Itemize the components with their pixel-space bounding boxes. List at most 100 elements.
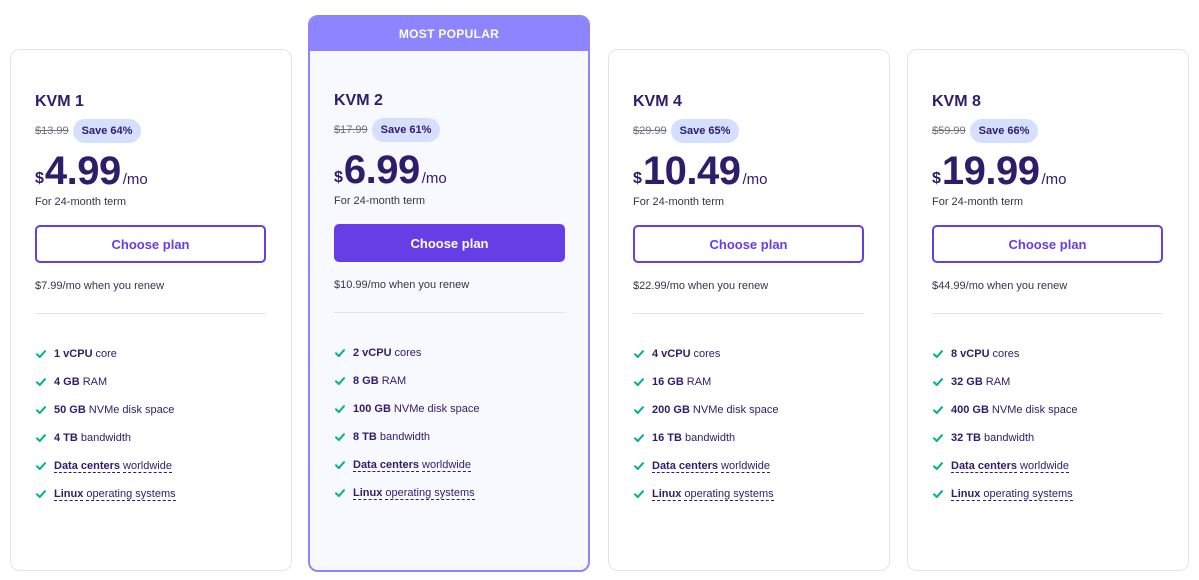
original-price: $17.99 bbox=[334, 124, 368, 136]
divider bbox=[932, 313, 1163, 314]
price: $ 19.99 /mo bbox=[932, 149, 1164, 193]
feature-label: NVMe disk space bbox=[991, 404, 1078, 416]
save-badge: Save 64% bbox=[72, 119, 142, 143]
feature-item: Linux operating systems bbox=[932, 480, 1164, 508]
feature-item: Data centers worldwide bbox=[633, 452, 865, 480]
feature-label: worldwide bbox=[422, 458, 471, 472]
feature-link[interactable]: Data centers bbox=[54, 459, 121, 473]
feature-item: 4 TB bandwidth bbox=[35, 424, 267, 452]
feature-label: RAM bbox=[686, 376, 712, 388]
price-currency: $ bbox=[334, 169, 343, 186]
renew-price-text: $22.99/mo when you renew bbox=[633, 280, 769, 292]
feature-item: Data centers worldwide bbox=[334, 451, 564, 479]
feature-value: 4 TB bbox=[54, 432, 78, 444]
feature-value: 200 GB bbox=[652, 404, 690, 416]
feature-value: 32 GB bbox=[951, 376, 983, 388]
feature-link[interactable]: Data centers bbox=[951, 459, 1018, 473]
check-icon bbox=[933, 434, 943, 442]
choose-plan-button[interactable]: Choose plan bbox=[334, 224, 565, 262]
feature-link[interactable]: Linux bbox=[54, 487, 84, 501]
save-badge: Save 66% bbox=[969, 119, 1039, 143]
choose-plan-button[interactable]: Choose plan bbox=[35, 225, 266, 263]
feature-label: NVMe disk space bbox=[393, 403, 480, 415]
plan-name: KVM 1 bbox=[35, 93, 84, 110]
feature-value: 32 TB bbox=[951, 432, 981, 444]
feature-item: Linux operating systems bbox=[35, 480, 267, 508]
choose-plan-button[interactable]: Choose plan bbox=[633, 225, 864, 263]
feature-item: 100 GB NVMe disk space bbox=[334, 395, 564, 423]
feature-link[interactable]: Linux bbox=[353, 486, 383, 500]
plan-card-kvm-4: KVM 4 $29.99 Save 65% $ 10.49 /mo For 24… bbox=[608, 49, 890, 571]
check-icon bbox=[335, 377, 345, 385]
feature-link[interactable]: Data centers bbox=[353, 458, 420, 472]
check-icon bbox=[36, 378, 46, 386]
check-icon bbox=[36, 406, 46, 414]
feature-link[interactable]: Linux bbox=[951, 487, 981, 501]
feature-label: RAM bbox=[82, 376, 108, 388]
feature-item: 50 GB NVMe disk space bbox=[35, 396, 267, 424]
feature-item: Linux operating systems bbox=[633, 480, 865, 508]
feature-label: bandwidth bbox=[379, 431, 430, 443]
plan-name: KVM 4 bbox=[633, 93, 682, 110]
price-period: /mo bbox=[122, 171, 148, 188]
feature-list: 2 vCPU cores 8 GB RAM 100 GB NVMe disk space 8… bbox=[334, 339, 564, 507]
plan-card-content: KVM 2 $17.99 Save 61% $ 6.99 /mo For 24-… bbox=[334, 91, 565, 507]
feature-item: Data centers worldwide bbox=[35, 452, 267, 480]
check-icon bbox=[634, 490, 644, 498]
plan-name: KVM 8 bbox=[932, 93, 981, 110]
price: $ 6.99 /mo bbox=[334, 148, 564, 192]
feature-label: RAM bbox=[381, 375, 407, 387]
original-price: $13.99 bbox=[35, 125, 69, 137]
plan-card-kvm-8: KVM 8 $59.99 Save 66% $ 19.99 /mo For 24… bbox=[907, 49, 1189, 571]
feature-label: RAM bbox=[985, 376, 1011, 388]
feature-item: 1 vCPU core bbox=[35, 340, 267, 368]
divider bbox=[35, 313, 266, 314]
feature-label: cores bbox=[992, 348, 1020, 360]
check-icon bbox=[335, 433, 345, 441]
plan-card-kvm-1: KVM 1 $13.99 Save 64% $ 4.99 /mo For 24-… bbox=[10, 49, 292, 571]
feature-list: 1 vCPU core 4 GB RAM 50 GB NVMe disk space 4 T… bbox=[35, 340, 267, 508]
feature-link[interactable]: Data centers bbox=[652, 459, 719, 473]
feature-label: worldwide bbox=[721, 459, 770, 473]
price-currency: $ bbox=[633, 170, 642, 187]
divider bbox=[334, 312, 565, 313]
feature-item: 32 TB bandwidth bbox=[932, 424, 1164, 452]
feature-item: 16 GB RAM bbox=[633, 368, 865, 396]
check-icon bbox=[933, 350, 943, 358]
price-currency: $ bbox=[932, 170, 941, 187]
renew-price-text: $44.99/mo when you renew bbox=[932, 280, 1068, 292]
check-icon bbox=[335, 489, 345, 497]
term-text: For 24-month term bbox=[35, 196, 127, 208]
feature-value: 8 TB bbox=[353, 431, 377, 443]
feature-item: 8 TB bandwidth bbox=[334, 423, 564, 451]
check-icon bbox=[933, 378, 943, 386]
choose-plan-button[interactable]: Choose plan bbox=[932, 225, 1163, 263]
check-icon bbox=[36, 462, 46, 470]
discount-row: $29.99 Save 65% bbox=[633, 119, 865, 143]
discount-row: $13.99 Save 64% bbox=[35, 119, 267, 143]
feature-value: 100 GB bbox=[353, 403, 391, 415]
check-icon bbox=[335, 405, 345, 413]
feature-list: 8 vCPU cores 32 GB RAM 400 GB NVMe disk space… bbox=[932, 340, 1164, 508]
feature-value: 8 vCPU bbox=[951, 348, 990, 360]
feature-link[interactable]: Linux bbox=[652, 487, 682, 501]
check-icon bbox=[634, 406, 644, 414]
feature-value: 4 vCPU bbox=[652, 348, 691, 360]
renew-price-text: $10.99/mo when you renew bbox=[334, 279, 470, 291]
feature-list: 4 vCPU cores 16 GB RAM 200 GB NVMe disk space… bbox=[633, 340, 865, 508]
price: $ 10.49 /mo bbox=[633, 149, 865, 193]
check-icon bbox=[634, 350, 644, 358]
discount-row: $17.99 Save 61% bbox=[334, 118, 564, 142]
check-icon bbox=[933, 462, 943, 470]
check-icon bbox=[36, 350, 46, 358]
feature-item: 16 TB bandwidth bbox=[633, 424, 865, 452]
price: $ 4.99 /mo bbox=[35, 149, 267, 193]
feature-label: bandwidth bbox=[983, 432, 1035, 444]
feature-label: NVMe disk space bbox=[692, 404, 779, 416]
check-icon bbox=[634, 462, 644, 470]
price-amount: 19.99 bbox=[941, 149, 1040, 193]
feature-item: 4 GB RAM bbox=[35, 368, 267, 396]
feature-label: NVMe disk space bbox=[88, 404, 175, 416]
feature-item: 2 vCPU cores bbox=[334, 339, 564, 367]
feature-label: bandwidth bbox=[684, 432, 736, 444]
